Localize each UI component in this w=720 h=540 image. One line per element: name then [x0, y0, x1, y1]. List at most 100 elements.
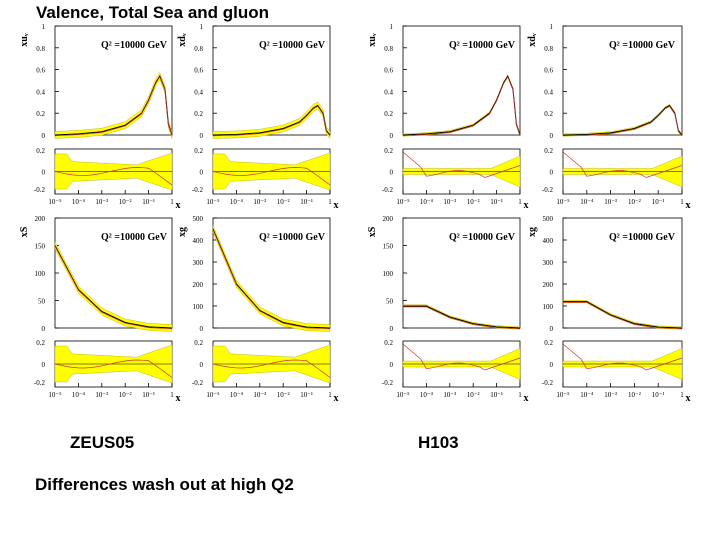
x-tick-label: 10⁻⁴: [580, 391, 594, 399]
y-tick-label: 50: [38, 298, 46, 306]
alternative-curve: [212, 105, 331, 137]
ratio-tick-label: -0.2: [382, 379, 394, 387]
x-tick-label: 10⁻⁵: [48, 391, 62, 399]
uncertainty-band: [562, 300, 683, 330]
x-tick-label: 10⁻¹: [300, 391, 313, 399]
y-tick-label: 0: [390, 132, 394, 140]
y-tick-label: 200: [35, 215, 46, 223]
ratio-tick-label: 0.2: [36, 339, 45, 347]
y-tick-label: 1: [200, 23, 204, 31]
ratio-tick-label: -0.2: [192, 186, 204, 194]
x-axis-label: x: [686, 393, 691, 404]
ratio-tick-label: -0.2: [542, 379, 554, 387]
y-tick-label: 0: [200, 325, 204, 333]
ratio-tick-label: -0.2: [542, 186, 554, 194]
y-tick-label: 0.2: [544, 110, 553, 118]
ratio-tick-label: 0: [42, 361, 46, 369]
ratio-tick-label: 0.2: [384, 147, 393, 155]
y-tick-label: 400: [193, 237, 204, 245]
y-tick-label: 0.4: [544, 88, 553, 96]
x-tick-label: 10⁻³: [95, 198, 108, 206]
x-tick-label: 10⁻²: [467, 198, 480, 206]
ratio-tick-label: 0.2: [36, 147, 45, 155]
y-axis-label: xdᵥ: [527, 33, 538, 47]
ratio-tick-label: -0.2: [192, 379, 204, 387]
x-tick-label: 10⁻⁵: [206, 198, 220, 206]
y-tick-label: 100: [543, 303, 554, 311]
y-tick-label: 300: [543, 259, 554, 267]
x-tick-label: 10⁻⁵: [206, 391, 220, 399]
x-tick-label: 1: [680, 198, 684, 206]
y-tick-label: 0.8: [384, 45, 393, 53]
panel-xs-h1: 0 50 100 150 200 xS Q² =10000 GeV 0.2 0 -0.210⁻⁵ 1…: [367, 215, 529, 404]
x-tick-label: 10⁻²: [628, 198, 641, 206]
x-tick-label: 10⁻¹: [490, 198, 503, 206]
y-tick-label: 400: [543, 237, 554, 245]
q2-label: Q² =10000 GeV: [259, 232, 326, 243]
x-axis-label: x: [334, 393, 339, 404]
ratio-curve: [562, 151, 683, 178]
x-tick-label: 1: [680, 391, 684, 399]
main-frame: [402, 25, 521, 136]
x-tick-label: 10⁻³: [253, 198, 266, 206]
x-tick-label: 10⁻²: [277, 198, 290, 206]
ratio-curve: [54, 167, 173, 186]
y-tick-label: 1: [390, 23, 394, 31]
y-tick-label: 0: [550, 132, 554, 140]
ratio-tick-label: 0: [200, 361, 204, 369]
ratio-curve: [562, 343, 683, 371]
x-tick-label: 10⁻²: [628, 391, 641, 399]
y-tick-label: 0.6: [544, 67, 553, 75]
y-tick-label: 0.8: [36, 45, 45, 53]
main-frame: [562, 217, 683, 329]
ratio-curve: [212, 167, 331, 186]
main-frame: [562, 25, 683, 136]
y-tick-label: 200: [383, 215, 394, 223]
x-tick-label: 10⁻⁴: [72, 391, 86, 399]
caption-text: Differences wash out at high Q2: [35, 475, 294, 494]
ratio-tick-label: -0.2: [34, 186, 46, 194]
ratio-tick-label: 0.2: [194, 147, 203, 155]
ratio-tick-label: 0: [550, 169, 554, 177]
y-tick-label: 0.6: [384, 67, 393, 75]
y-tick-label: 100: [383, 270, 394, 278]
y-tick-label: 50: [386, 298, 394, 306]
q2-label: Q² =10000 GeV: [609, 232, 676, 243]
y-tick-label: 200: [193, 281, 204, 289]
alternative-curve: [562, 105, 683, 137]
y-tick-label: 1: [42, 23, 46, 31]
ratio-tick-label: 0: [390, 169, 394, 177]
q2-label: Q² =10000 GeV: [101, 40, 168, 51]
ratio-tick-label: 0: [550, 361, 554, 369]
alternative-curve: [563, 302, 683, 330]
uncertainty-band: [402, 304, 521, 330]
q2-label: Q² =10000 GeV: [609, 40, 676, 51]
y-axis-label: xS: [367, 226, 378, 237]
x-tick-label: 10⁻⁵: [556, 198, 570, 206]
y-axis-label: xg: [527, 227, 538, 237]
x-tick-label: 1: [518, 391, 522, 399]
x-tick-label: 1: [328, 391, 332, 399]
y-tick-label: 0.4: [36, 88, 45, 96]
y-tick-label: 500: [193, 215, 204, 223]
main-frame: [212, 217, 331, 329]
x-tick-label: 10⁻²: [119, 391, 132, 399]
x-axis-label: x: [176, 200, 181, 211]
x-tick-label: 10⁻³: [253, 391, 266, 399]
ratio-tick-label: 0: [42, 169, 46, 177]
y-tick-label: 0: [42, 132, 46, 140]
x-tick-label: 10⁻³: [443, 391, 456, 399]
x-tick-label: 10⁻⁵: [556, 391, 570, 399]
y-tick-label: 0: [390, 325, 394, 333]
x-tick-label: 10⁻⁵: [48, 198, 62, 206]
q2-label: Q² =10000 GeV: [449, 40, 516, 51]
x-tick-label: 10⁻¹: [142, 391, 155, 399]
y-tick-label: 0.4: [384, 88, 393, 96]
ratio-curve: [402, 151, 521, 178]
y-tick-label: 1: [550, 23, 554, 31]
